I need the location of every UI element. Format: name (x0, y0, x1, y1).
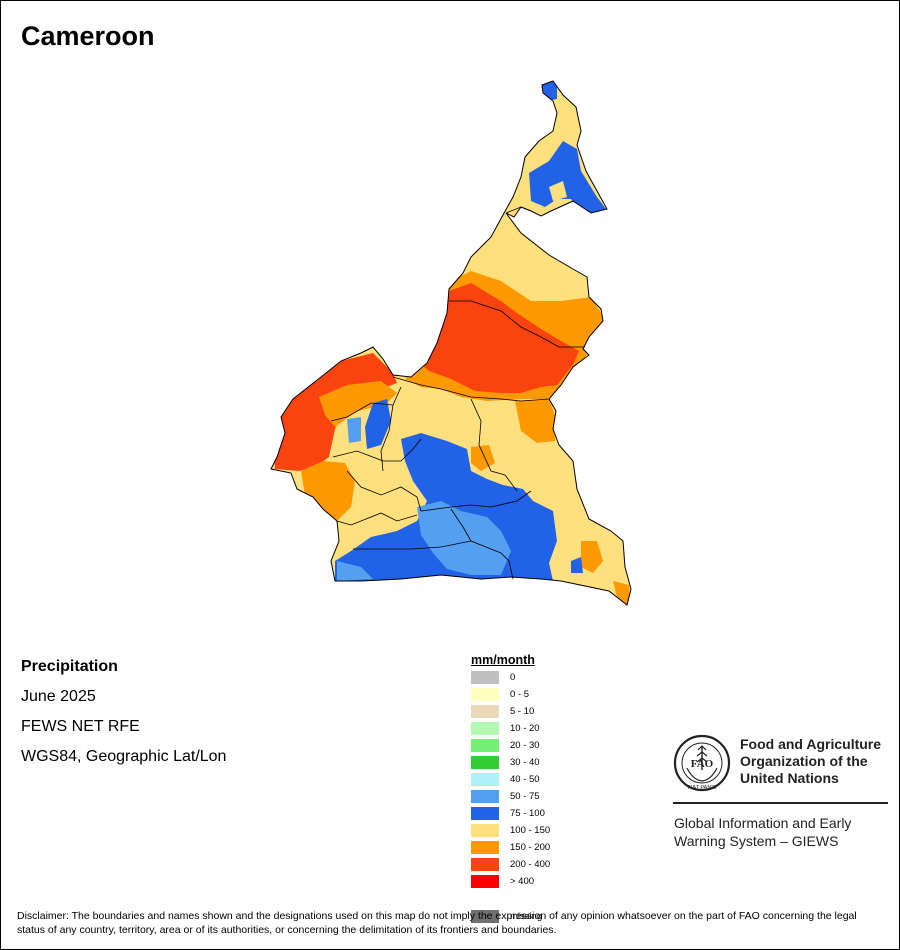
giews-name: Global Information and Early Warning Sys… (674, 814, 851, 850)
rain-zone-150-200-west (301, 461, 355, 521)
legend-swatch (471, 773, 499, 786)
legend-label: missing (510, 911, 543, 922)
program-line: Global Information and Early (674, 815, 852, 831)
legend-title: mm/month (471, 653, 535, 667)
legend-label: 10 - 20 (510, 723, 540, 734)
rain-zone-150-200-patch (471, 445, 495, 471)
legend-label: 200 - 400 (510, 859, 551, 870)
legend-swatch (471, 875, 499, 888)
legend-swatch (471, 858, 499, 871)
rain-zone-150-200-southeast (581, 541, 603, 573)
org-name-line: Food and Agriculture (740, 736, 882, 752)
legend-swatch (471, 688, 499, 701)
rain-zone-150-200-northwest (319, 381, 397, 427)
legend-swatch (471, 739, 499, 752)
projection-label: WGS84, Geographic Lat/Lon (21, 748, 227, 765)
legend-label: 40 - 50 (510, 774, 540, 785)
country-border (270, 80, 632, 606)
legend-label: 30 - 40 (510, 757, 540, 768)
rain-zone-100-150-gap (387, 495, 409, 515)
disclaimer: Disclaimer: The boundaries and names sho… (17, 910, 857, 936)
map-title: Cameroon (21, 21, 155, 51)
region-boundaries (330, 206, 585, 580)
fao-logo-text: FAO (691, 758, 714, 770)
legend-label: 0 - 5 (510, 689, 530, 700)
legend-swatch (471, 756, 499, 769)
fao-motto: FIAT PANIS (687, 785, 716, 791)
org-name-line: United Nations (740, 770, 839, 786)
fao-org-name: Food and Agriculture Organization of the… (740, 736, 881, 787)
legend-swatch (471, 671, 499, 684)
legend-swatch (471, 807, 499, 820)
rain-zone-75-100-west-central (365, 399, 391, 449)
legend: mm/month 0 0 - 5 5 - 10 10 - 20 20 - 30 30 - … (471, 653, 550, 923)
rain-zone-150-200-east (515, 399, 557, 443)
legend-swatch (471, 705, 499, 718)
legend-swatch (471, 910, 499, 923)
legend-label: 100 - 150 (510, 825, 551, 836)
logo-divider (673, 802, 888, 804)
org-name-line: Organization of the (740, 753, 868, 769)
rain-zone-50-75-patch (347, 417, 361, 443)
period-label: June 2025 (21, 688, 96, 705)
rain-zone-200-400-north (417, 283, 579, 393)
rain-zone-75-100-far-north (529, 141, 609, 213)
rain-zone-100-150-patch (549, 181, 567, 201)
rain-zone-75-100-dot (571, 557, 583, 573)
legend-label: 20 - 30 (510, 740, 540, 751)
legend-swatch (471, 824, 499, 837)
variable-label: Precipitation (21, 658, 118, 675)
legend-label: 150 - 200 (510, 842, 551, 853)
rain-zone-150-200-southeast-tip (613, 581, 631, 605)
rain-zone-50-75-south (417, 501, 511, 575)
fao-logo-icon: FAO FIAT PANIS (673, 734, 731, 792)
source-label: FEWS NET RFE (21, 718, 140, 735)
legend-label: 5 - 10 (510, 706, 535, 717)
program-line: Warning System – GIEWS (674, 833, 839, 849)
legend-label: > 400 (510, 876, 535, 887)
rain-zone-150-200-northeast (541, 301, 601, 339)
legend-swatch (471, 841, 499, 854)
legend-label: 75 - 100 (510, 808, 545, 819)
legend-swatch (471, 790, 499, 803)
legend-label: 50 - 75 (510, 791, 540, 802)
map-info: Precipitation June 2025 FEWS NET RFE WGS… (21, 657, 226, 777)
rain-zone-75-100-far-north-tip (539, 81, 557, 101)
legend-swatch (471, 722, 499, 735)
legend-label: 0 (510, 672, 516, 683)
rain-zone-50-75-southwest (337, 561, 373, 581)
